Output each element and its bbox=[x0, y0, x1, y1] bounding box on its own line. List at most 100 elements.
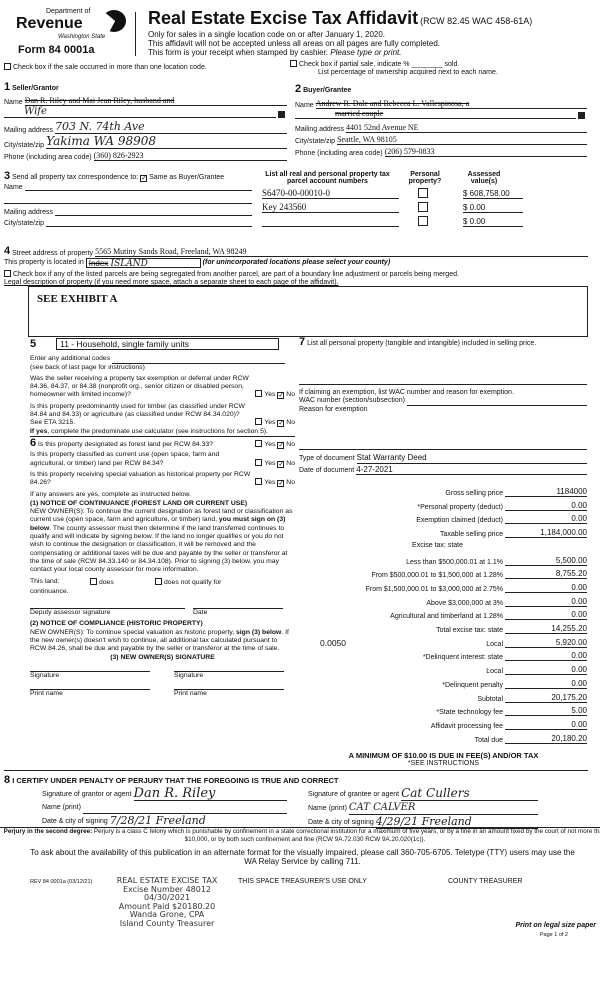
finance-value[interactable]: 5,500.00 bbox=[505, 556, 587, 566]
reason-field[interactable] bbox=[299, 414, 587, 450]
checkbox[interactable] bbox=[4, 63, 11, 70]
does-not-checkbox[interactable]: does not qualify for bbox=[155, 578, 221, 587]
text: you must sign on (3) below bbox=[30, 516, 286, 532]
buyer-city-field[interactable]: Seattle, WA 98105 bbox=[337, 135, 587, 145]
corr-city-field[interactable] bbox=[46, 218, 252, 227]
yes-no-checkboxes[interactable]: Yes ✓ No bbox=[255, 439, 295, 449]
owner-signature-2[interactable]: Signature bbox=[174, 670, 284, 680]
legal-description-box[interactable]: SEE EXHIBIT A bbox=[28, 286, 588, 337]
segregated-checkbox[interactable] bbox=[4, 270, 11, 277]
seller-name-field[interactable]: Dan R. Riley and Mai Jean Riley, husband… bbox=[24, 96, 287, 106]
corr-mail-field[interactable] bbox=[55, 207, 252, 216]
seller-phone-field[interactable]: (360) 826-2923 bbox=[93, 151, 287, 161]
parcel-number-field[interactable]: S6470-00-00010-0 bbox=[262, 188, 399, 199]
no-checkbox[interactable]: ✓ bbox=[277, 441, 285, 449]
finance-value[interactable]: 0.00 bbox=[505, 514, 587, 525]
doc-type-field[interactable]: Stat Warranty Deed bbox=[356, 453, 587, 464]
personal-property-checkbox[interactable] bbox=[399, 188, 449, 199]
no-checkbox[interactable]: ✓ bbox=[277, 392, 285, 400]
checkbox[interactable] bbox=[290, 60, 297, 67]
land-use-code-select[interactable]: 11 - Household, single family units bbox=[56, 338, 279, 351]
yes-checkbox[interactable] bbox=[255, 390, 263, 398]
finance-value[interactable]: 0.00 bbox=[505, 665, 587, 676]
finance-value[interactable]: 14,255.20 bbox=[505, 624, 587, 634]
grantor-name-field[interactable] bbox=[82, 805, 287, 814]
location-select[interactable]: Index ISLAND bbox=[85, 258, 201, 269]
multi-location-check[interactable]: Check box if the sale occurred in more t… bbox=[4, 63, 207, 71]
finance-row: From $1,500,000.01 to $3,000,000 at 2.75… bbox=[300, 583, 587, 593]
personal-property-checkbox[interactable] bbox=[399, 202, 449, 213]
finance-value[interactable]: 8,755.20 bbox=[505, 569, 587, 580]
personal-property-field[interactable] bbox=[299, 349, 587, 385]
buyer-section: 2 Buyer/Grantee Name Andrew R. Dale and R… bbox=[295, 83, 587, 157]
parcel-number-field[interactable]: Key 243560 bbox=[262, 202, 399, 213]
yes-no-checkboxes[interactable]: Yes ✓ No bbox=[255, 418, 295, 428]
yes-checkbox[interactable] bbox=[255, 439, 263, 447]
parcel-number-field[interactable] bbox=[262, 217, 399, 227]
finance-value[interactable]: 1184000 bbox=[505, 487, 587, 497]
yes-no-checkboxes[interactable]: Yes ✓ No bbox=[255, 458, 295, 468]
label: Name bbox=[4, 184, 23, 191]
deputy-signature-line[interactable]: Deputy assessor signature bbox=[30, 608, 185, 617]
finance-value[interactable]: 5,920.00 bbox=[505, 638, 587, 648]
doc-date-field[interactable]: 4-27-2021 bbox=[356, 465, 587, 475]
finance-value[interactable]: 0.00 bbox=[505, 651, 587, 662]
assessed-value-field[interactable]: $ 0.00 bbox=[463, 217, 523, 227]
finance-value[interactable]: 20,180.20 bbox=[505, 734, 587, 744]
yes-no-checkboxes[interactable]: Yes ✓ No bbox=[255, 478, 295, 488]
grantee-date-field[interactable]: 4/29/21 Freeland bbox=[375, 815, 538, 829]
buyer-name-field[interactable]: Andrew R. Dale and Rebecca L. Vallespino… bbox=[315, 99, 587, 109]
corr-name-line2[interactable] bbox=[4, 195, 252, 204]
grantee-name-field[interactable]: CAT CALVER bbox=[348, 801, 538, 815]
finance-row: Affidavit processing fee 0.00 bbox=[300, 720, 587, 730]
wac-field[interactable] bbox=[406, 399, 587, 406]
seller-city-field[interactable]: Yakima WA 98908 bbox=[46, 134, 287, 149]
expand-icon[interactable] bbox=[578, 112, 585, 119]
label: Reason for exemption bbox=[299, 405, 368, 413]
finance-label: *Delinquent interest: state bbox=[422, 654, 503, 662]
finance-value[interactable]: 0.00 bbox=[505, 501, 587, 511]
seller-name-line2[interactable]: Wife bbox=[4, 106, 276, 118]
finance-value[interactable]: 0.00 bbox=[505, 597, 587, 607]
deputy-date-line[interactable]: Date bbox=[193, 608, 283, 617]
no-checkbox[interactable]: ✓ bbox=[277, 460, 285, 468]
partial-sale-check[interactable]: Check box if partial sale, indicate % __… bbox=[290, 60, 459, 68]
same-as-buyer-checkbox[interactable]: ✓ bbox=[140, 175, 148, 182]
buyer-name-line2[interactable]: married couple bbox=[295, 109, 576, 119]
yes-checkbox[interactable] bbox=[255, 478, 263, 486]
street-field[interactable]: 5565 Mutiny Sands Road, Freeland, WA 982… bbox=[95, 247, 588, 257]
buyer-mail-field[interactable]: 4401 52nd Avenue NE bbox=[346, 123, 587, 133]
seller-mail-field[interactable]: 703 N. 74th Ave bbox=[55, 120, 287, 134]
buyer-phone-field[interactable]: (206) 579-0833 bbox=[384, 147, 587, 157]
label: Type of document bbox=[299, 455, 355, 462]
yes-checkbox[interactable] bbox=[255, 418, 263, 426]
personal-property-checkbox[interactable] bbox=[399, 216, 449, 227]
assessed-value-field[interactable]: $ 0.00 bbox=[463, 203, 523, 213]
finance-value[interactable]: 1,184,000.00 bbox=[505, 528, 587, 539]
additional-codes-field[interactable] bbox=[112, 357, 285, 364]
corr-name-field[interactable] bbox=[24, 182, 252, 191]
yes-checkbox[interactable] bbox=[255, 458, 263, 466]
grantor-date-field[interactable]: 7/28/21 Freeland bbox=[109, 814, 287, 828]
does-checkbox[interactable]: does bbox=[90, 578, 155, 587]
finance-value[interactable]: 20,175.20 bbox=[505, 693, 587, 703]
label: City/state/zip bbox=[295, 138, 336, 145]
owner-print-1[interactable]: Print name bbox=[30, 689, 150, 698]
owner-signature-1[interactable]: Signature bbox=[30, 670, 150, 680]
yes-no-checkboxes[interactable]: Yes ✓ No bbox=[255, 390, 295, 400]
finance-value[interactable]: 0.00 bbox=[505, 610, 587, 621]
owner-print-2[interactable]: Print name bbox=[174, 689, 284, 698]
grantor-signature[interactable]: Dan R. Riley bbox=[133, 787, 287, 801]
grantee-signature[interactable]: Cat Cullers bbox=[401, 787, 538, 801]
no-checkbox[interactable]: ✓ bbox=[277, 480, 285, 488]
finance-value[interactable]: 0.00 bbox=[505, 583, 587, 593]
finance-value[interactable]: 0.00 bbox=[505, 679, 587, 689]
finance-value[interactable]: 5.00 bbox=[505, 706, 587, 717]
expand-icon[interactable] bbox=[278, 111, 285, 118]
revision: REV 84 0001a (03/12/21) bbox=[30, 879, 93, 885]
finance-value[interactable]: 0.00 bbox=[505, 720, 587, 730]
assessed-value-field[interactable]: $ 608,758.00 bbox=[463, 189, 523, 199]
finance-label: Total excise tax: state bbox=[436, 627, 503, 634]
label: Mailing address bbox=[4, 209, 54, 216]
no-checkbox[interactable]: ✓ bbox=[277, 420, 285, 428]
